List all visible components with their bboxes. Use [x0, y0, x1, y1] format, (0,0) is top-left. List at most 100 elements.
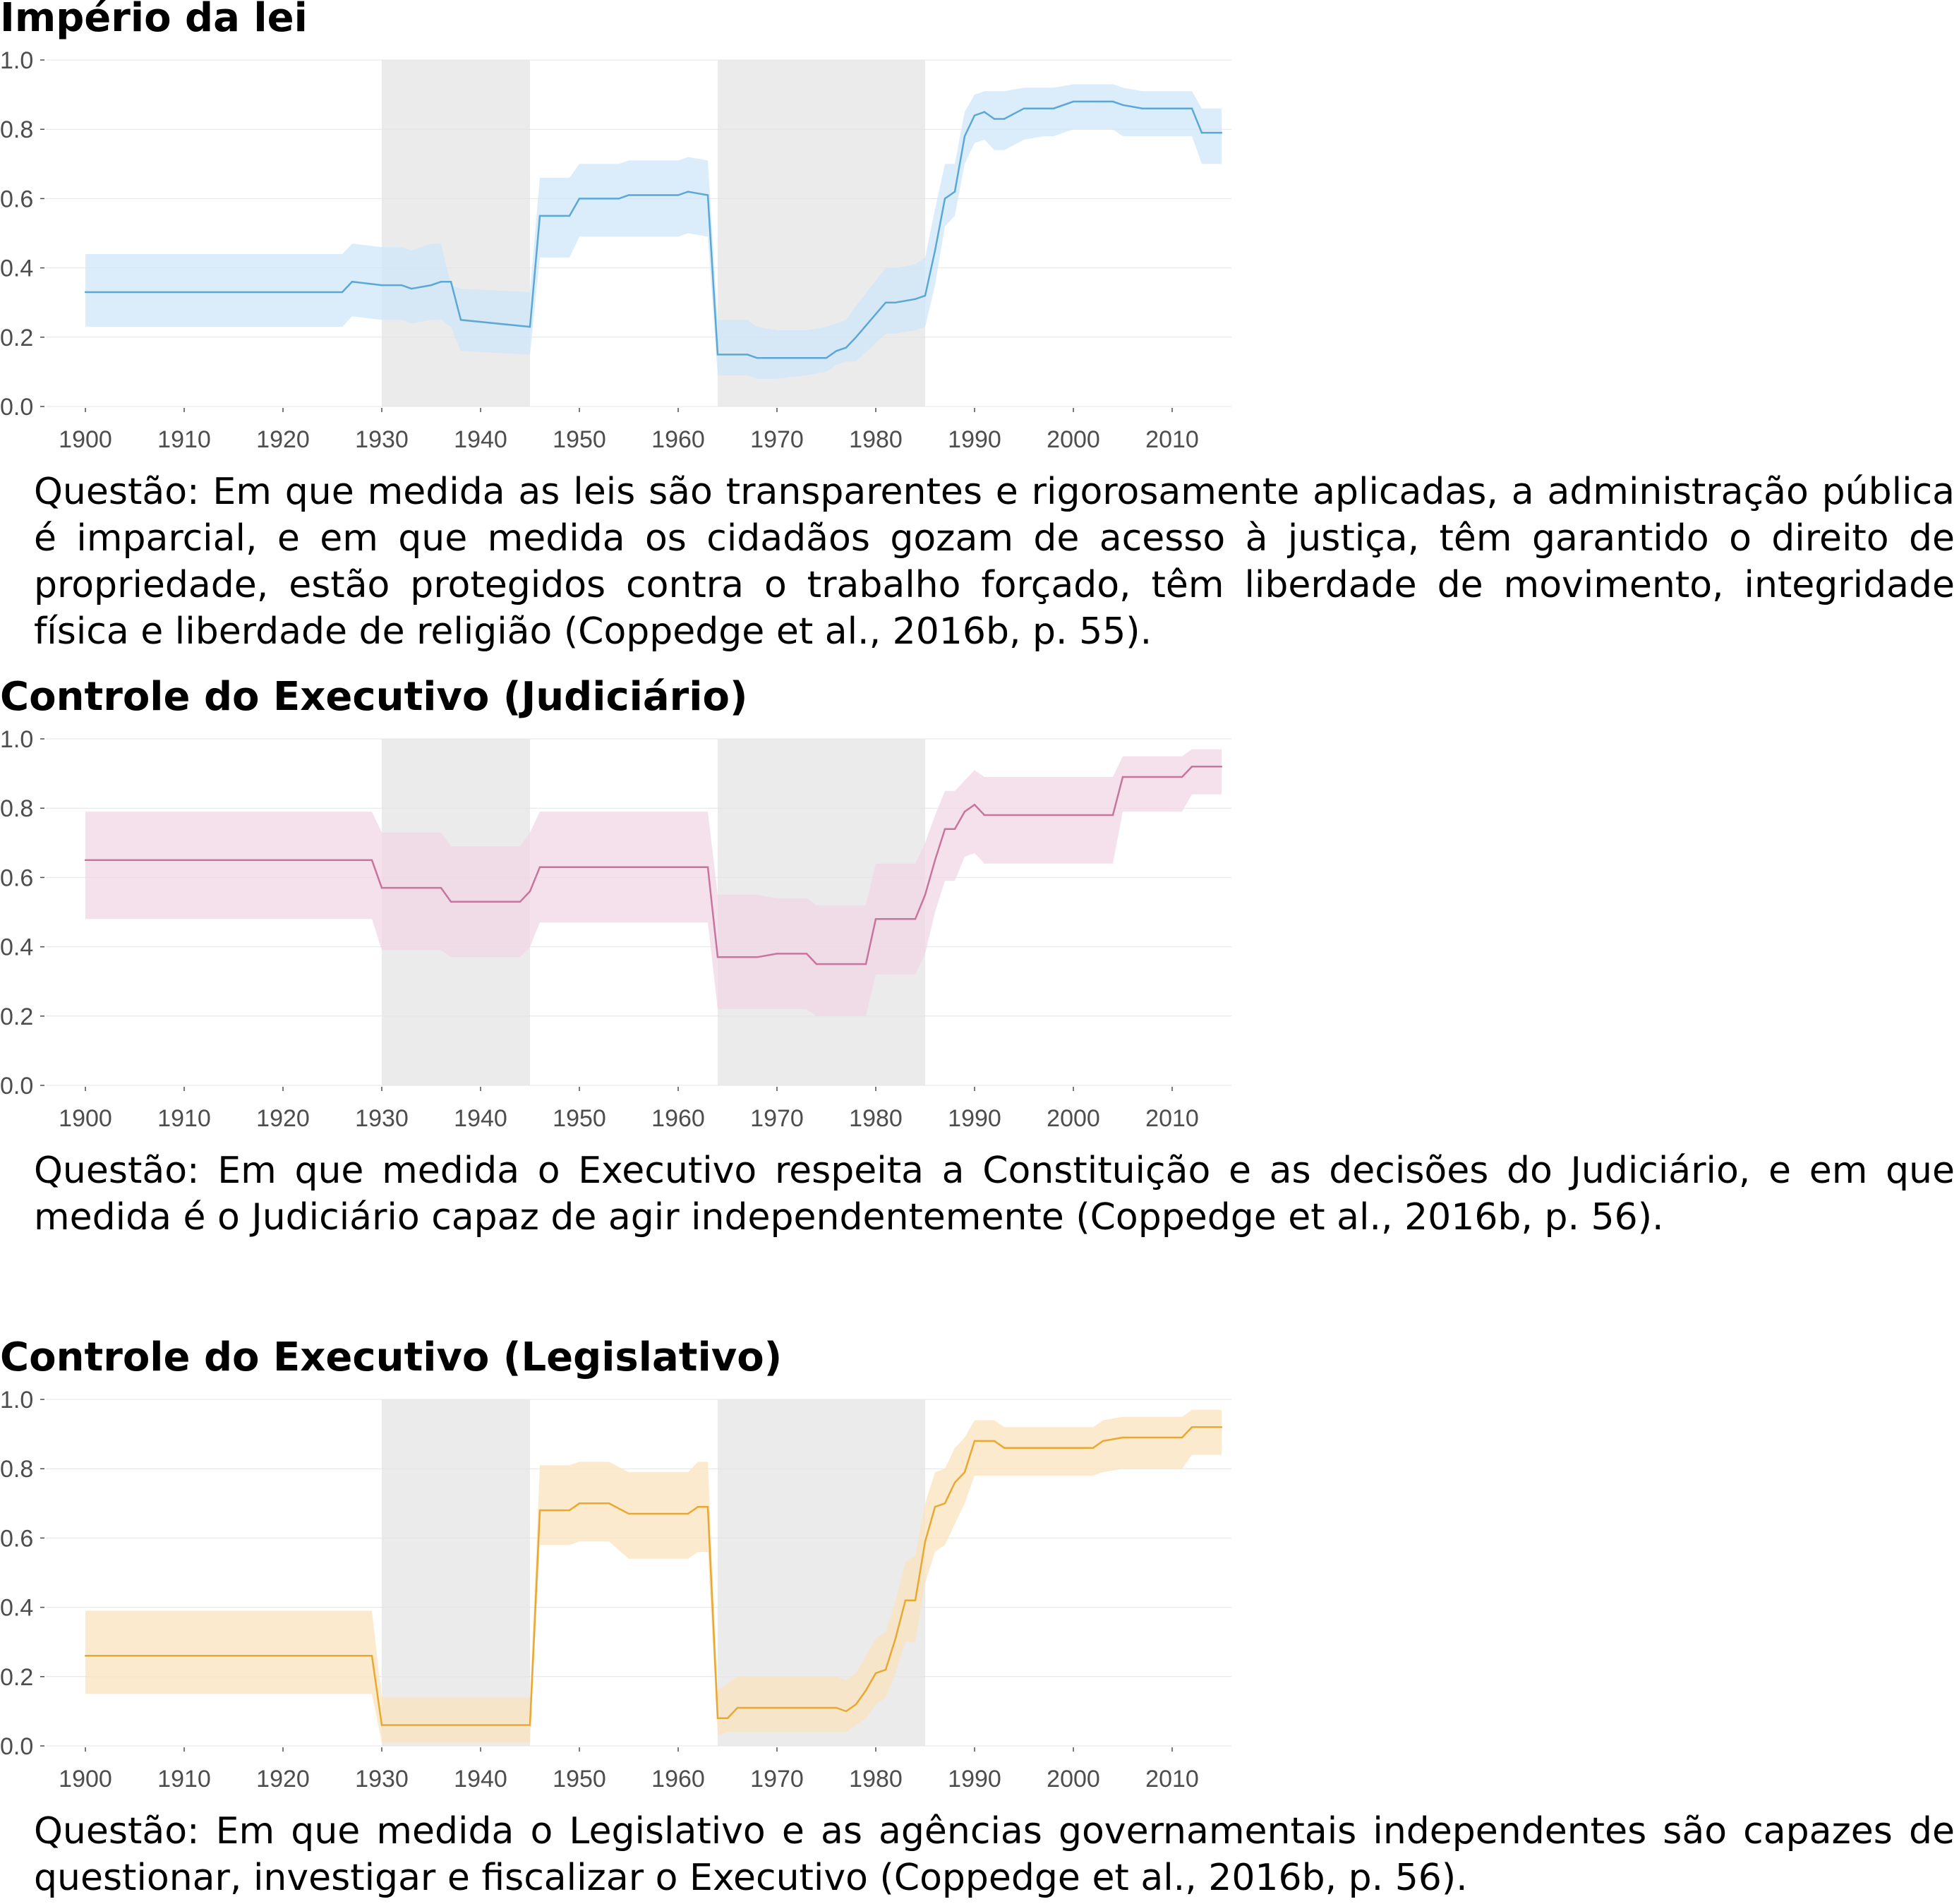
- data-point: [845, 347, 848, 349]
- data-point: [1023, 1447, 1025, 1449]
- x-tick-label: 1940: [454, 1105, 507, 1132]
- data-point: [746, 956, 749, 958]
- chart-imperio-da-lei: 0.0 0.2 0.4 0.6 0.8 1.0 1900 1910 1920 1930 1940 19…: [0, 47, 1231, 453]
- data-point: [914, 1599, 917, 1601]
- data-point: [934, 859, 936, 862]
- x-tick-label: 1930: [355, 426, 409, 453]
- y-tick-label: 0.2: [0, 1004, 33, 1030]
- y-tick-label: 1.0: [0, 1387, 33, 1414]
- data-point: [805, 357, 808, 359]
- data-point: [578, 1502, 581, 1505]
- data-point: [904, 1599, 907, 1601]
- data-point: [430, 284, 433, 287]
- data-point: [924, 893, 927, 896]
- data-point: [380, 886, 383, 889]
- x-tick-label: 2000: [1047, 426, 1100, 453]
- data-point: [953, 828, 956, 830]
- data-point: [84, 291, 87, 294]
- y-tick-label: 0.0: [0, 394, 33, 421]
- data-point: [687, 191, 689, 193]
- data-point: [341, 291, 344, 294]
- data-point: [519, 900, 522, 903]
- data-point: [450, 900, 452, 903]
- data-point: [706, 1506, 709, 1508]
- chart-controle-judiciario: 0.0 0.2 0.4 0.6 0.8 1.0 1900 1910 1920 1930 1940 19…: [0, 726, 1231, 1132]
- data-point: [627, 1512, 630, 1515]
- x-tick-label: 1980: [849, 1105, 903, 1132]
- data-point: [578, 198, 581, 200]
- data-point: [855, 336, 857, 338]
- x-tick-label: 2010: [1145, 1766, 1199, 1792]
- data-point: [1191, 107, 1193, 109]
- data-point: [1141, 107, 1144, 109]
- data-point: [963, 135, 966, 138]
- y-tick-label: 0.6: [0, 864, 33, 891]
- data-point: [1042, 107, 1045, 109]
- data-point: [84, 1655, 87, 1657]
- data-point: [874, 1672, 877, 1675]
- series-line: [85, 766, 1222, 965]
- data-point: [845, 1710, 848, 1713]
- data-point: [677, 194, 680, 196]
- data-point: [776, 953, 778, 955]
- confidence-band: [85, 1409, 1222, 1743]
- data-point: [1121, 1436, 1124, 1439]
- data-point: [440, 886, 442, 889]
- data-point: [568, 215, 571, 217]
- data-point: [756, 357, 759, 359]
- data-point: [529, 325, 531, 328]
- data-point: [953, 191, 956, 193]
- data-point: [1191, 1426, 1193, 1428]
- data-point: [1111, 814, 1114, 817]
- x-tick-label: 1900: [59, 1105, 112, 1132]
- x-tick-label: 1940: [454, 426, 507, 453]
- confidence-band: [85, 84, 1222, 379]
- data-point: [440, 281, 442, 283]
- data-point: [934, 1506, 936, 1508]
- data-point: [944, 198, 946, 200]
- data-point: [736, 1706, 739, 1709]
- data-point: [914, 918, 917, 920]
- data-point: [370, 1655, 373, 1657]
- x-tick-label: 1970: [750, 1766, 804, 1792]
- x-tick-label: 1950: [553, 1766, 606, 1792]
- data-point: [706, 194, 709, 196]
- y-tick-label: 0.6: [0, 1525, 33, 1552]
- data-point: [944, 828, 946, 830]
- data-point: [983, 814, 986, 817]
- x-tick-label: 1930: [355, 1766, 409, 1792]
- data-point: [884, 1668, 887, 1671]
- shaded-period-0: [382, 1399, 530, 1746]
- x-tick-label: 1990: [948, 1105, 1001, 1132]
- data-point: [380, 284, 383, 287]
- data-point: [894, 1637, 897, 1639]
- data-point: [756, 956, 759, 958]
- data-point: [716, 956, 719, 958]
- x-tick-label: 1940: [454, 1766, 507, 1792]
- data-point: [973, 804, 976, 806]
- data-point: [1092, 1447, 1095, 1449]
- data-point: [825, 357, 828, 359]
- data-point: [864, 963, 867, 965]
- data-point: [1092, 100, 1095, 103]
- data-point: [370, 859, 373, 862]
- data-point: [944, 1502, 946, 1505]
- data-point: [924, 294, 927, 297]
- x-tick-label: 1910: [157, 1766, 211, 1792]
- data-point: [1121, 104, 1124, 107]
- chart-controle-legislativo: 0.0 0.2 0.4 0.6 0.8 1.0 1900 1910 1920 1930 1940 19…: [0, 1387, 1231, 1792]
- y-tick-label: 0.8: [0, 116, 33, 143]
- y-tick-label: 0.0: [0, 1073, 33, 1099]
- data-point: [973, 114, 976, 116]
- x-tick-label: 1930: [355, 1105, 409, 1132]
- data-point: [84, 859, 87, 862]
- x-tick-label: 1910: [157, 426, 211, 453]
- data-point: [1102, 1440, 1104, 1442]
- y-tick-label: 1.0: [0, 726, 33, 753]
- question-controle-legislativo: Questão: Em que medida o Legislativo e a…: [34, 1810, 1955, 1899]
- data-point: [697, 1506, 699, 1508]
- series-line: [85, 100, 1222, 359]
- x-tick-label: 1960: [651, 426, 705, 453]
- data-point: [459, 319, 462, 321]
- data-point: [1121, 776, 1124, 778]
